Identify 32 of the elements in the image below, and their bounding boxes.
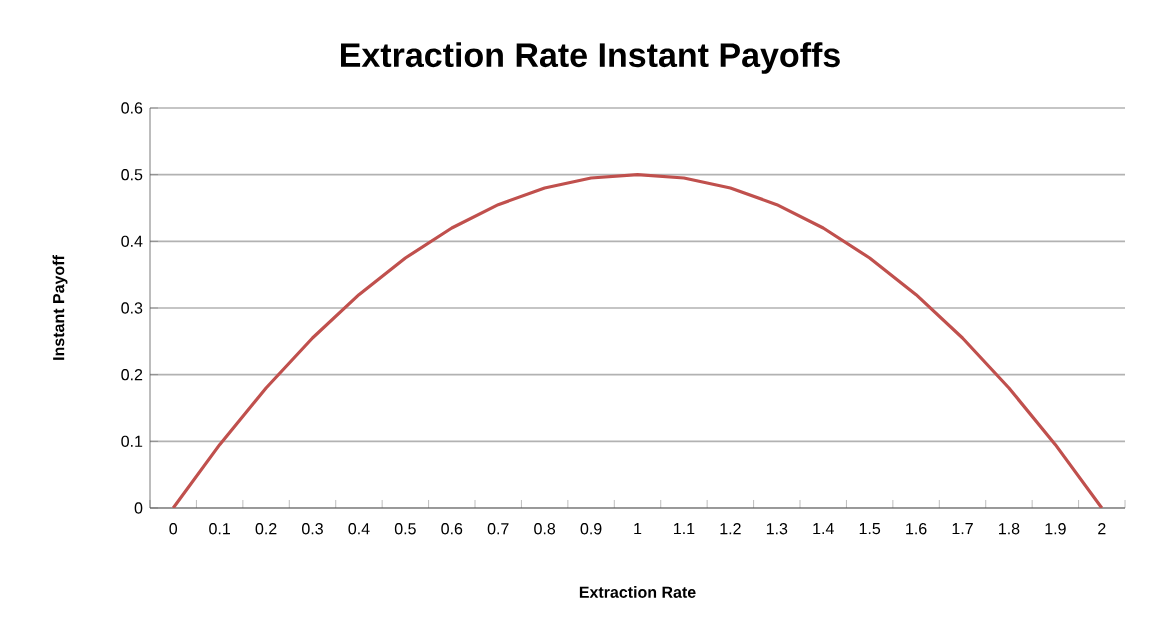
x-tick-label: 0.9 [580,523,602,535]
x-tick-label: 0 [169,523,178,535]
y-tick-label: 0.2 [121,369,143,381]
x-tick-label: 1 [634,523,642,535]
y-tick-label: 0.3 [121,302,143,314]
y-axis-title: Instant Payoff [52,255,68,360]
x-tick-label: 0.7 [487,523,509,535]
x-tick-label: 1.7 [952,523,973,535]
y-tick-label: 0.6 [121,102,143,114]
x-tick-label: 0.8 [534,523,556,535]
x-tick-label: 0.2 [255,523,277,535]
y-tick-label: 0.1 [121,435,143,447]
x-tick-label: 1.5 [859,523,881,535]
x-tick-label: 1.8 [999,523,1020,535]
x-tick-label: 1.9 [1045,523,1066,535]
x-tick-label: 0.6 [441,523,463,535]
x-tick-label: 0.3 [302,523,323,535]
x-tick-label: 1.1 [674,523,695,535]
x-tick-label: 2 [1098,523,1106,535]
x-tick-label: 1.6 [906,523,927,535]
chart-title: Extraction Rate Instant Payoffs [341,42,840,74]
x-tick-label: 0.4 [348,523,370,535]
x-tick-label: 1.4 [813,523,834,535]
x-tick-label: 0.5 [394,523,416,535]
y-tick-label: 0.4 [121,235,143,247]
x-axis-title: Extraction Rate [579,586,696,598]
line-series [171,173,1104,508]
x-tick-label: 1.2 [720,523,741,535]
x-tick-label: 1.3 [766,523,788,535]
y-tick-label: 0 [134,502,143,514]
y-tick-label: 0.5 [121,169,143,181]
x-tick-label: 0.1 [209,523,230,535]
